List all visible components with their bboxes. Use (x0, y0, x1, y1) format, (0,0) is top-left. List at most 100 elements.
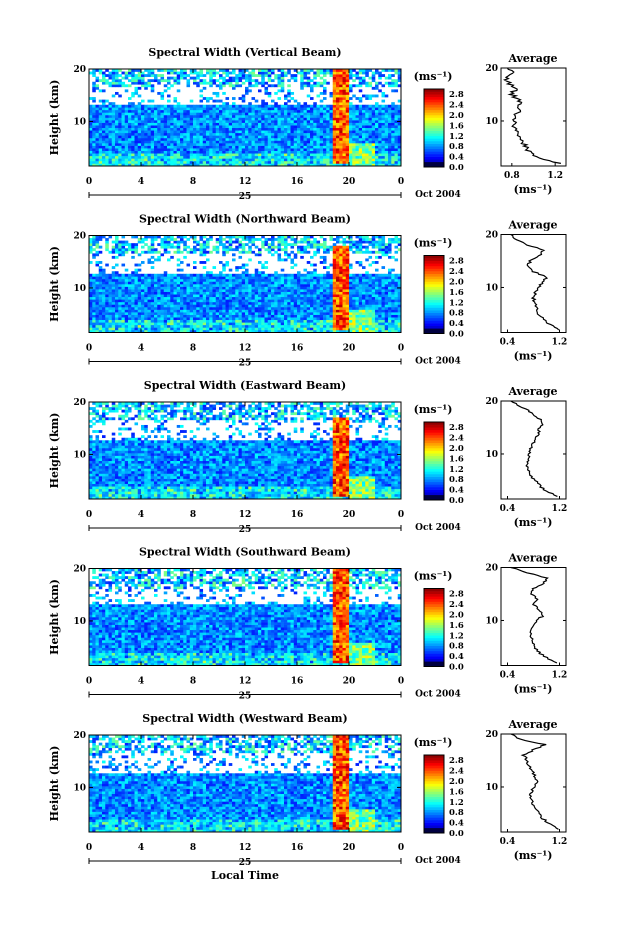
heatmap-cell (252, 322, 256, 325)
heatmap-cell (395, 304, 399, 307)
heatmap-cell (177, 135, 181, 138)
heatmap-cell (96, 315, 100, 318)
heatmap-cell (180, 325, 184, 328)
heatmap-cell (180, 72, 184, 75)
heatmap-cell (164, 79, 168, 82)
heatmap-cell (125, 72, 129, 75)
heatmap-cell (109, 77, 113, 80)
heatmap-cell (167, 118, 171, 121)
heatmap-cell (92, 128, 96, 131)
heatmap-cell (219, 312, 223, 315)
heatmap-cell (291, 325, 295, 328)
heatmap-cell (268, 148, 272, 151)
heatmap-cell (193, 130, 197, 133)
heatmap-cell (102, 297, 106, 300)
heatmap-cell (248, 302, 252, 305)
heatmap-cell (122, 84, 126, 87)
heatmap-cell (320, 299, 324, 302)
heatmap-cell (235, 322, 239, 325)
heatmap-cell (242, 307, 246, 310)
heatmap-cell (385, 310, 389, 313)
heatmap-cell (388, 322, 392, 325)
heatmap-cell (164, 84, 168, 87)
heatmap-cell (148, 297, 152, 300)
heatmap-cell (287, 95, 291, 98)
heatmap-cell (369, 322, 373, 325)
heatmap-cell (183, 130, 187, 133)
heatmap-cell (333, 89, 337, 92)
heatmap-cell (375, 284, 379, 287)
heatmap-cell (96, 156, 100, 159)
heatmap-cell (294, 151, 298, 154)
heatmap-cell (375, 112, 379, 115)
heatmap-cell (235, 161, 239, 164)
heatmap-cell (118, 133, 122, 136)
heatmap-cell (89, 130, 93, 133)
heatmap-cell (369, 312, 373, 315)
heatmap-cell (112, 317, 116, 320)
heatmap-cell (183, 287, 187, 290)
heatmap-cell (105, 130, 109, 133)
heatmap-cell (193, 112, 197, 115)
heatmap-cell (297, 135, 301, 138)
heatmap-cell (131, 151, 135, 154)
heatmap-cell (339, 146, 343, 149)
heatmap-cell (300, 118, 304, 121)
heatmap-cell (164, 299, 168, 302)
heatmap-cell (278, 317, 282, 320)
heatmap-cell (375, 307, 379, 310)
heatmap-cell (330, 302, 334, 305)
heatmap-cell (323, 87, 327, 90)
heatmap-cell (362, 292, 366, 295)
heatmap-cell (313, 133, 317, 136)
heatmap-cell (128, 297, 132, 300)
heatmap-cell (115, 84, 119, 87)
heatmap-cell (330, 105, 334, 108)
heatmap-cell (343, 322, 347, 325)
heatmap-cell (125, 156, 129, 159)
heatmap-cell (385, 105, 389, 108)
heatmap-cell (222, 287, 226, 290)
heatmap-cell (177, 161, 181, 164)
heatmap-cell (326, 325, 330, 328)
heatmap-cell (144, 135, 148, 138)
heatmap-cell (388, 289, 392, 292)
heatmap-cell (307, 146, 311, 149)
heatmap-cell (148, 284, 152, 287)
heatmap-cell (96, 294, 100, 297)
heatmap-cell (190, 310, 194, 313)
heatmap-cell (333, 312, 337, 315)
heatmap-cell (222, 107, 226, 110)
heatmap-cell (206, 143, 210, 146)
heatmap-cell (382, 118, 386, 121)
heatmap-cell (112, 102, 116, 105)
heatmap-cell (115, 153, 119, 156)
heatmap-cell (213, 92, 217, 95)
heatmap-cell (190, 130, 194, 133)
heatmap-cell (255, 327, 259, 330)
heatmap-cell (365, 292, 369, 295)
heatmap-cell (375, 327, 379, 330)
heatmap-cell (287, 100, 291, 103)
heatmap-cell (135, 79, 139, 82)
heatmap-cell (378, 118, 382, 121)
heatmap-cell (177, 120, 181, 123)
heatmap-cell (96, 138, 100, 141)
heatmap-cell (294, 125, 298, 128)
heatmap-cell (395, 317, 399, 320)
heatmap-cell (317, 317, 321, 320)
heatmap-cell (180, 287, 184, 290)
heatmap-cell (300, 87, 304, 90)
heatmap-cell (167, 297, 171, 300)
heatmap-cell (135, 284, 139, 287)
heatmap-cell (125, 105, 129, 108)
heatmap-cell (300, 287, 304, 290)
heatmap-cell (343, 299, 347, 302)
heatmap-cell (138, 281, 142, 284)
heatmap-cell (310, 302, 314, 305)
heatmap-cell (151, 287, 155, 290)
heatmap-cell (190, 100, 194, 103)
heatmap-cell (310, 292, 314, 295)
heatmap-cell (219, 140, 223, 143)
heatmap-cell (261, 74, 265, 77)
